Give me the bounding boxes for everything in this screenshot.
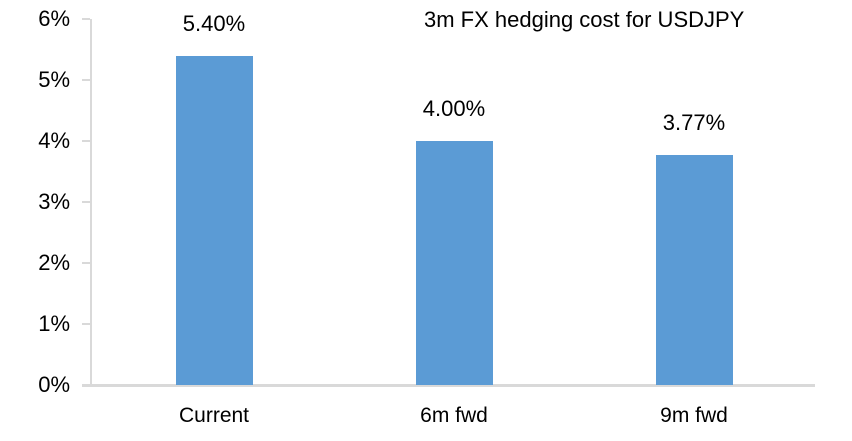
y-axis-tick-label: 0% bbox=[38, 372, 70, 397]
y-axis-tick-label: 4% bbox=[38, 128, 70, 153]
y-axis-tick bbox=[82, 323, 90, 325]
x-axis-category-label: 6m fwd bbox=[420, 404, 488, 427]
bar bbox=[655, 155, 733, 385]
x-axis-line bbox=[82, 384, 815, 387]
chart-title: 3m FX hedging cost for USDJPY bbox=[424, 7, 745, 32]
y-axis-tick-label: 5% bbox=[38, 67, 70, 92]
bar-value-label: 3.77% bbox=[662, 110, 726, 136]
y-axis-tick-label: 3% bbox=[38, 189, 70, 214]
y-axis-tick bbox=[82, 140, 90, 142]
y-axis-tick bbox=[82, 201, 90, 203]
bar-value-label: 4.00% bbox=[422, 96, 486, 121]
y-axis-tick bbox=[82, 79, 90, 81]
y-axis-tick bbox=[82, 384, 90, 386]
y-axis-tick bbox=[82, 18, 90, 20]
y-axis-line bbox=[90, 19, 92, 385]
bar bbox=[175, 55, 253, 385]
bar-value-label: 5.40% bbox=[182, 10, 246, 36]
x-axis-category-label: Current bbox=[178, 404, 250, 427]
y-axis-tick bbox=[82, 262, 90, 264]
y-axis-tick-label: 2% bbox=[38, 250, 70, 275]
y-axis-tick-label: 1% bbox=[38, 311, 70, 336]
y-axis-tick-label: 6% bbox=[38, 6, 70, 31]
x-axis-category-label: 9m fwd bbox=[660, 404, 728, 427]
bar bbox=[415, 141, 493, 385]
